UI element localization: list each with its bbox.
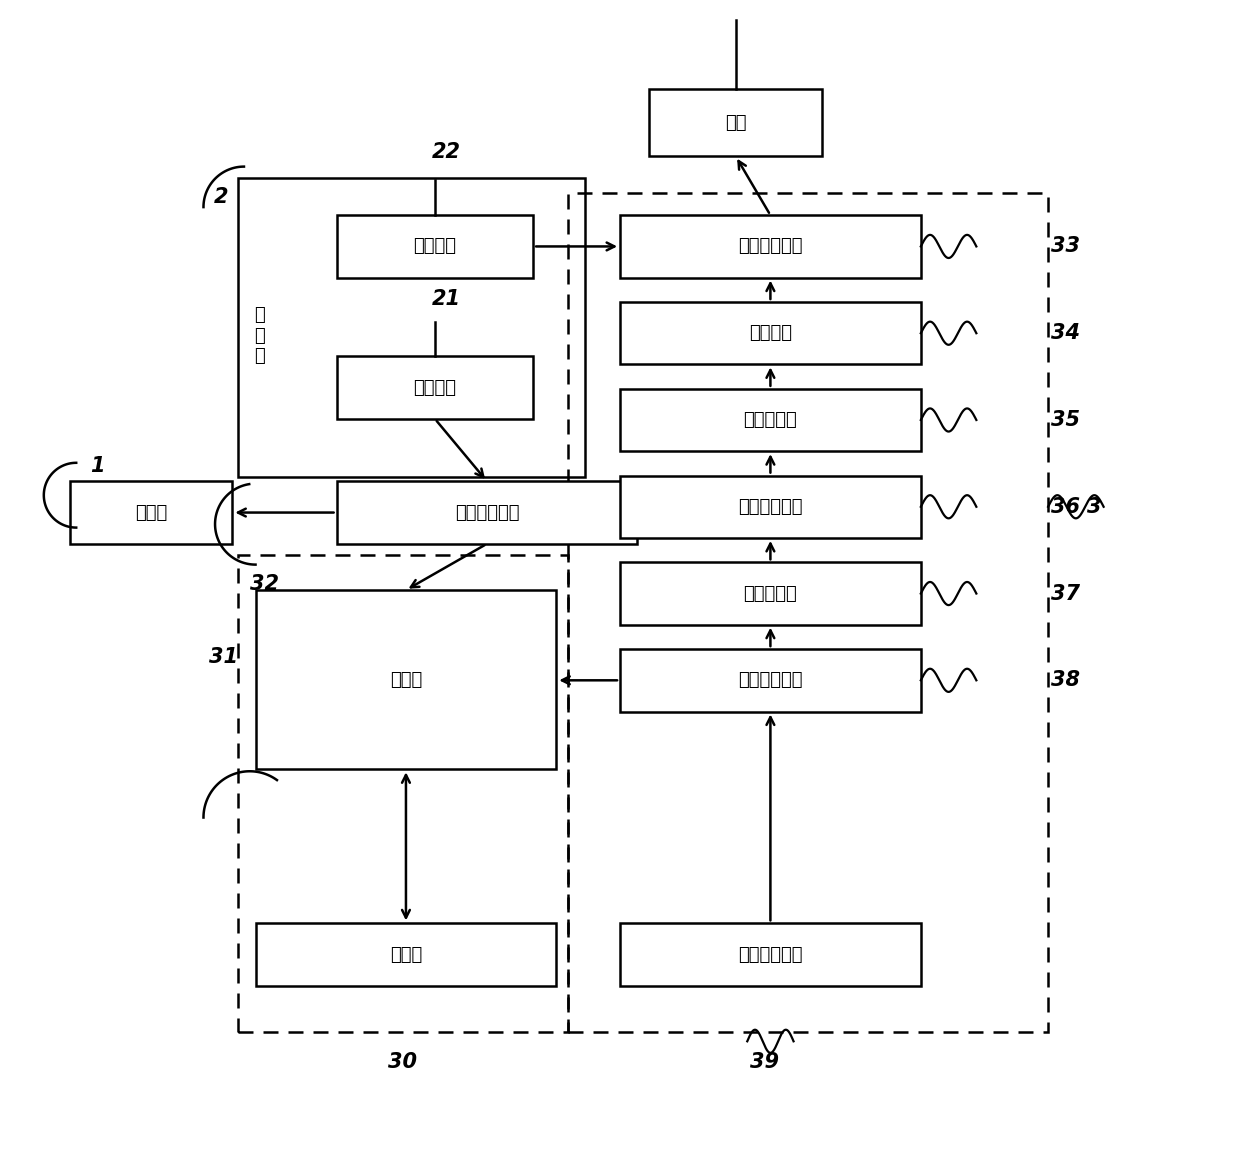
Text: 显示器: 显示器 [389, 945, 422, 964]
Bar [620, 649, 921, 712]
Text: 控制器: 控制器 [389, 671, 422, 688]
Text: 4: 4 [728, 0, 743, 5]
Bar [238, 555, 568, 1032]
Bar [620, 562, 921, 625]
Text: 第一转换接口: 第一转换接口 [455, 503, 520, 522]
Bar [568, 193, 1048, 1032]
Text: 30: 30 [388, 1052, 417, 1073]
Text: 1: 1 [89, 456, 104, 477]
Text: 22: 22 [432, 141, 461, 162]
Text: 2: 2 [213, 186, 228, 207]
Bar [238, 178, 585, 477]
Bar [620, 389, 921, 451]
Text: 21: 21 [432, 288, 461, 309]
Bar [620, 302, 921, 364]
Text: 32: 32 [250, 574, 279, 595]
Text: 31: 31 [208, 647, 238, 668]
Text: 第二转换接口: 第二转换接口 [738, 237, 802, 256]
Bar [71, 481, 232, 544]
Text: 二次放大器: 二次放大器 [744, 584, 797, 603]
Bar [620, 215, 921, 278]
Text: 36: 36 [1052, 496, 1080, 517]
Text: 37: 37 [1052, 583, 1080, 604]
Text: 38: 38 [1052, 670, 1080, 691]
Text: 听
力
计: 听 力 计 [254, 305, 264, 366]
Bar [336, 356, 533, 419]
Text: 应答器: 应答器 [135, 503, 167, 522]
Text: 有效值检波器: 有效值检波器 [738, 671, 802, 690]
Text: 35: 35 [1052, 410, 1080, 430]
Bar [255, 590, 557, 769]
Bar [255, 923, 557, 986]
Text: 39: 39 [750, 1052, 779, 1073]
Bar [620, 476, 921, 538]
Text: 第一接口: 第一接口 [413, 378, 456, 397]
Text: 第二接口: 第二接口 [413, 237, 456, 256]
Text: 34: 34 [1052, 323, 1080, 344]
Text: 耳机: 耳机 [725, 113, 746, 132]
Text: 频率计权电路: 频率计权电路 [738, 498, 802, 516]
Bar [620, 923, 921, 986]
Text: 3: 3 [1087, 496, 1101, 517]
Bar [336, 215, 533, 278]
Bar [336, 481, 637, 544]
Text: 时间计权电路: 时间计权电路 [738, 945, 802, 964]
Text: 前置放大器: 前置放大器 [744, 411, 797, 429]
Text: 采样电路: 采样电路 [749, 324, 792, 342]
Bar [649, 89, 822, 156]
Text: 33: 33 [1052, 236, 1080, 257]
